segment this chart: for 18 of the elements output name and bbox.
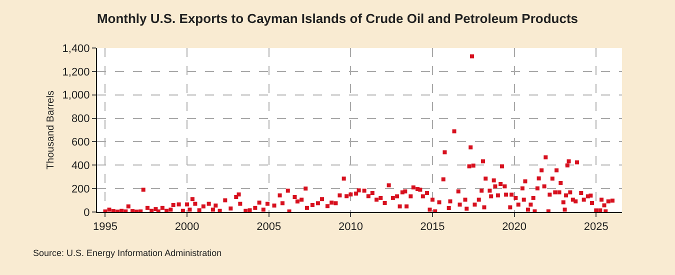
y-tick-label: 200: [71, 183, 90, 196]
chart-title: Monthly U.S. Exports to Cayman Islands of Crude Oil and Petroleum Products: [96, 10, 578, 26]
y-tick-label: 0: [84, 206, 90, 219]
y-tick-label: 1,200: [62, 66, 90, 78]
source-note: Source: U.S. Energy Information Administration: [33, 248, 222, 258]
y-tick-label: 1,000: [62, 90, 90, 102]
x-tick-label: 2020: [502, 221, 527, 234]
y-tick-label: 1,400: [62, 42, 90, 55]
x-tick-label: 2010: [338, 221, 363, 234]
x-tick-label: 2025: [584, 221, 608, 234]
x-tick-label: 2000: [174, 221, 200, 234]
x-tick-label: 2015: [420, 221, 445, 234]
x-tick-label: 1995: [93, 221, 118, 234]
y-tick-label: 800: [71, 113, 90, 126]
x-tick-label: 2005: [256, 221, 282, 234]
y-tick-label: 400: [71, 160, 90, 172]
y-axis-title: Thousand Barrels: [45, 90, 56, 170]
y-tick-label: 600: [71, 136, 90, 149]
